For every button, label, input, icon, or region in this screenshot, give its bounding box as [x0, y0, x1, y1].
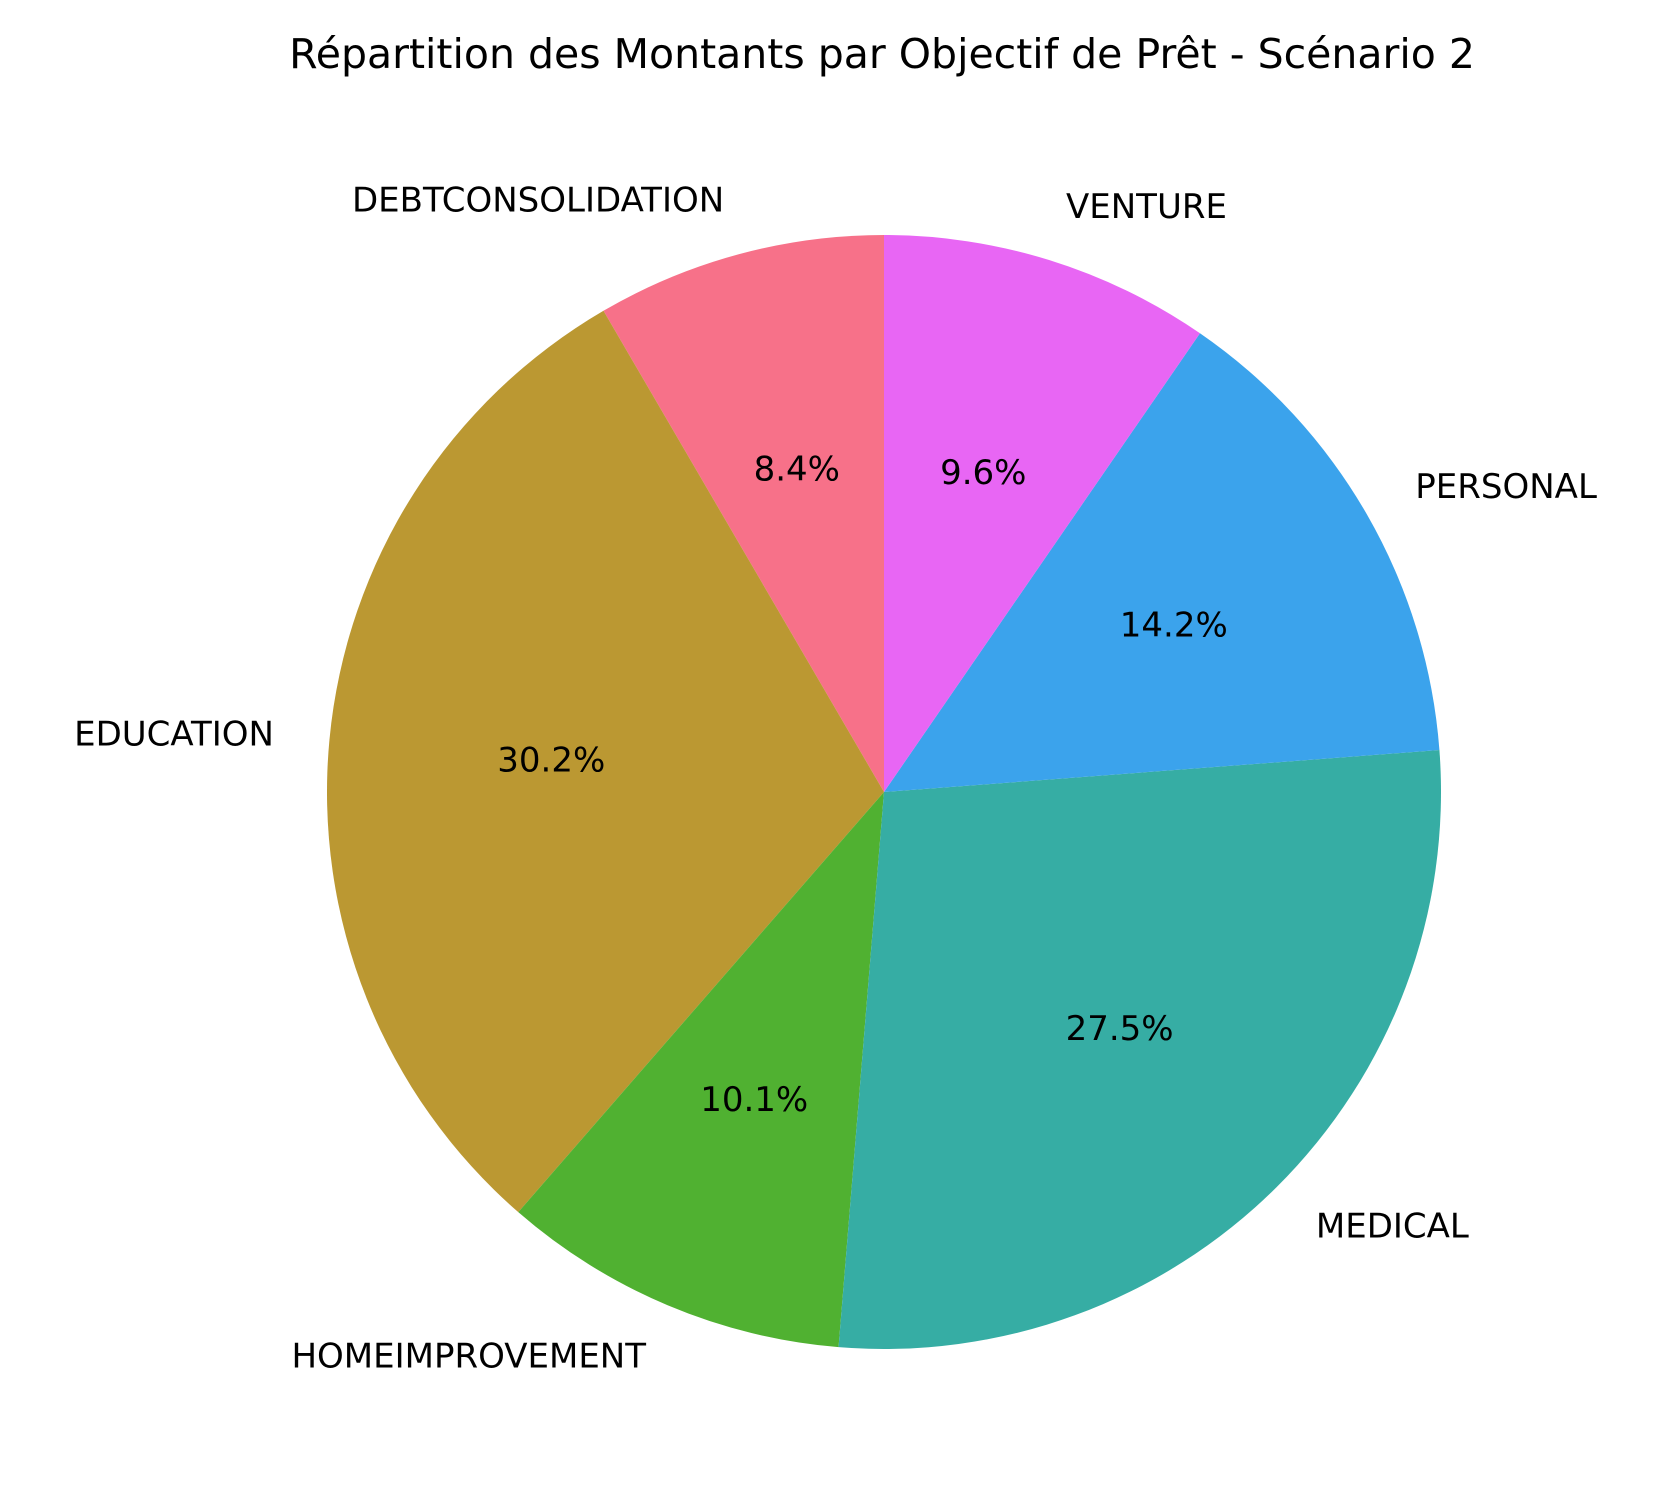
pie-slice-personal — [884, 333, 1440, 792]
slice-label-venture: VENTURE — [1066, 187, 1227, 227]
slice-percent-personal: 14.2% — [1120, 606, 1228, 646]
slice-label-education: EDUCATION — [74, 714, 274, 754]
slice-percent-medical: 27.5% — [1066, 1009, 1174, 1049]
slice-percent-labels: 8.4% 30.2% 10.1% 27.5% 14.2% 9.6% — [497, 449, 1228, 1120]
pie-slice-venture — [884, 235, 1200, 792]
pie-slices — [326, 235, 1442, 1349]
slice-label-medical: MEDICAL — [1316, 1207, 1469, 1247]
slice-label-homeimprovement: HOMEIMPROVEMENT — [291, 1337, 646, 1377]
chart-title: Répartition des Montants par Objectif de… — [289, 30, 1475, 78]
slice-labels: DEBTCONSOLIDATION EDUCATION HOMEIMPROVEMEN… — [74, 181, 1597, 1377]
slice-percent-debtconsolidation: 8.4% — [754, 449, 840, 489]
slice-percent-venture: 9.6% — [940, 453, 1026, 493]
pie-slice-debtconsolidation — [603, 235, 884, 792]
slice-percent-education: 30.2% — [497, 741, 605, 781]
pie-slice-homeimprovement — [518, 792, 884, 1348]
pie-slice-medical — [838, 750, 1442, 1349]
pie-slice-education — [326, 310, 884, 1213]
slice-label-debtconsolidation: DEBTCONSOLIDATION — [352, 181, 724, 221]
slice-label-personal: PERSONAL — [1415, 467, 1597, 507]
slice-percent-homeimprovement: 10.1% — [700, 1080, 808, 1120]
